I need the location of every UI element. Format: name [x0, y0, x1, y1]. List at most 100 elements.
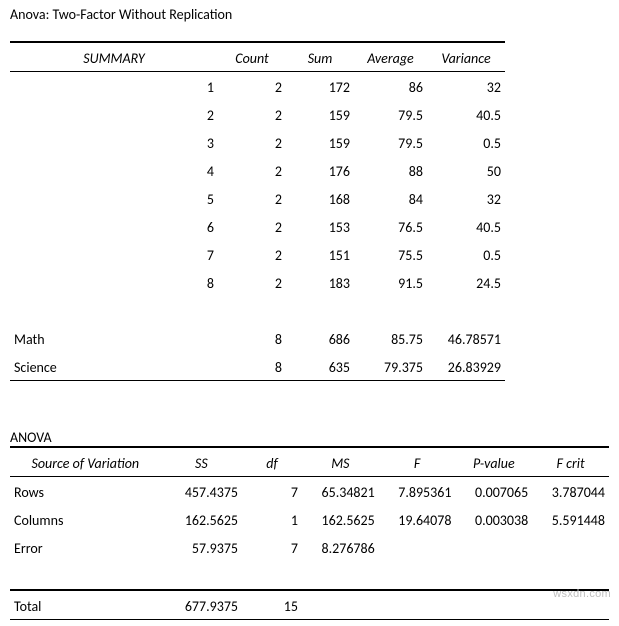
cell: 32 [427, 184, 505, 212]
table-row: 5 2 168 84 32 [10, 184, 505, 212]
cell: 24.5 [427, 268, 505, 296]
cell: 0.5 [427, 128, 505, 156]
cell: 75.5 [354, 240, 427, 268]
table-row: 7 2 151 75.5 0.5 [10, 240, 505, 268]
spacer-row [10, 561, 609, 590]
col-fcrit: F crit [532, 447, 609, 477]
cell: 88 [354, 156, 427, 184]
cell: 0.007065 [455, 477, 532, 506]
cell: 8 [218, 324, 286, 352]
page-title: Anova: Two-Factor Without Replication [10, 6, 609, 23]
cell: 457.4375 [161, 477, 242, 506]
anova-table: Source of Variation SS df MS F P-value F… [10, 446, 609, 620]
table-row: 1 2 172 86 32 [10, 72, 505, 101]
cell: 65.34821 [302, 477, 379, 506]
row-label: 3 [10, 128, 218, 156]
total-row: Total 677.9375 15 [10, 590, 609, 620]
cell: 153 [286, 212, 354, 240]
col-ss: SS [161, 447, 242, 477]
col-p: P-value [455, 447, 532, 477]
cell: 2 [218, 240, 286, 268]
total-label: Total [10, 590, 161, 620]
cell: 40.5 [427, 100, 505, 128]
col-variance: Variance [427, 42, 505, 72]
cell: 677.9375 [161, 590, 242, 620]
table-row: Rows 457.4375 7 65.34821 7.895361 0.0070… [10, 477, 609, 506]
cell: 2 [218, 212, 286, 240]
table-row: Math 8 686 85.75 46.78571 [10, 324, 505, 352]
spacer-row [10, 296, 505, 324]
cell: 172 [286, 72, 354, 101]
cell [455, 533, 532, 561]
cell: 2 [218, 156, 286, 184]
cell: 2 [218, 100, 286, 128]
cell: 15 [242, 590, 302, 620]
cell: 91.5 [354, 268, 427, 296]
cell: 1 [242, 505, 302, 533]
row-label: 6 [10, 212, 218, 240]
cell: 19.64078 [379, 505, 456, 533]
row-label: 2 [10, 100, 218, 128]
row-label: 1 [10, 72, 218, 101]
cell: 79.5 [354, 100, 427, 128]
table-row: 4 2 176 88 50 [10, 156, 505, 184]
cell: 162.5625 [161, 505, 242, 533]
table-row: 6 2 153 76.5 40.5 [10, 212, 505, 240]
cell: 8.276786 [302, 533, 379, 561]
table-row: Science 8 635 79.375 26.83929 [10, 352, 505, 381]
cell: 0.003038 [455, 505, 532, 533]
row-label: 5 [10, 184, 218, 212]
cell: 8 [218, 352, 286, 381]
table-row: 2 2 159 79.5 40.5 [10, 100, 505, 128]
cell: 2 [218, 184, 286, 212]
row-label: Rows [10, 477, 161, 506]
summary-table: SUMMARY Count Sum Average Variance 1 2 1… [10, 41, 505, 381]
cell: 46.78571 [427, 324, 505, 352]
cell: 26.83929 [427, 352, 505, 381]
cell: 159 [286, 100, 354, 128]
watermark: wsxdn.com [553, 588, 611, 600]
cell: 2 [218, 128, 286, 156]
group-label: Science [10, 352, 218, 381]
cell: 151 [286, 240, 354, 268]
row-label: Columns [10, 505, 161, 533]
col-ms: MS [302, 447, 379, 477]
cell: 3.787044 [532, 477, 609, 506]
cell: 32 [427, 72, 505, 101]
group-label: Math [10, 324, 218, 352]
cell: 86 [354, 72, 427, 101]
table-row: 3 2 159 79.5 0.5 [10, 128, 505, 156]
cell: 2 [218, 72, 286, 101]
cell: 40.5 [427, 212, 505, 240]
col-count: Count [218, 42, 286, 72]
cell: 57.9375 [161, 533, 242, 561]
col-f: F [379, 447, 456, 477]
cell: 168 [286, 184, 354, 212]
cell: 79.5 [354, 128, 427, 156]
cell [532, 533, 609, 561]
cell: 84 [354, 184, 427, 212]
cell: 0.5 [427, 240, 505, 268]
cell [379, 590, 456, 620]
cell: 5.591448 [532, 505, 609, 533]
row-label: 7 [10, 240, 218, 268]
cell [379, 533, 456, 561]
col-df: df [242, 447, 302, 477]
cell: 159 [286, 128, 354, 156]
cell: 7 [242, 477, 302, 506]
cell [455, 590, 532, 620]
cell: 2 [218, 268, 286, 296]
cell: 686 [286, 324, 354, 352]
cell: 76.5 [354, 212, 427, 240]
cell [302, 590, 379, 620]
col-average: Average [354, 42, 427, 72]
row-label: 4 [10, 156, 218, 184]
cell: 7.895361 [379, 477, 456, 506]
table-row: Columns 162.5625 1 162.5625 19.64078 0.0… [10, 505, 609, 533]
row-label: Error [10, 533, 161, 561]
summary-header-label: SUMMARY [10, 42, 218, 72]
table-row: Error 57.9375 7 8.276786 [10, 533, 609, 561]
row-label: 8 [10, 268, 218, 296]
cell: 50 [427, 156, 505, 184]
cell: 79.375 [354, 352, 427, 381]
